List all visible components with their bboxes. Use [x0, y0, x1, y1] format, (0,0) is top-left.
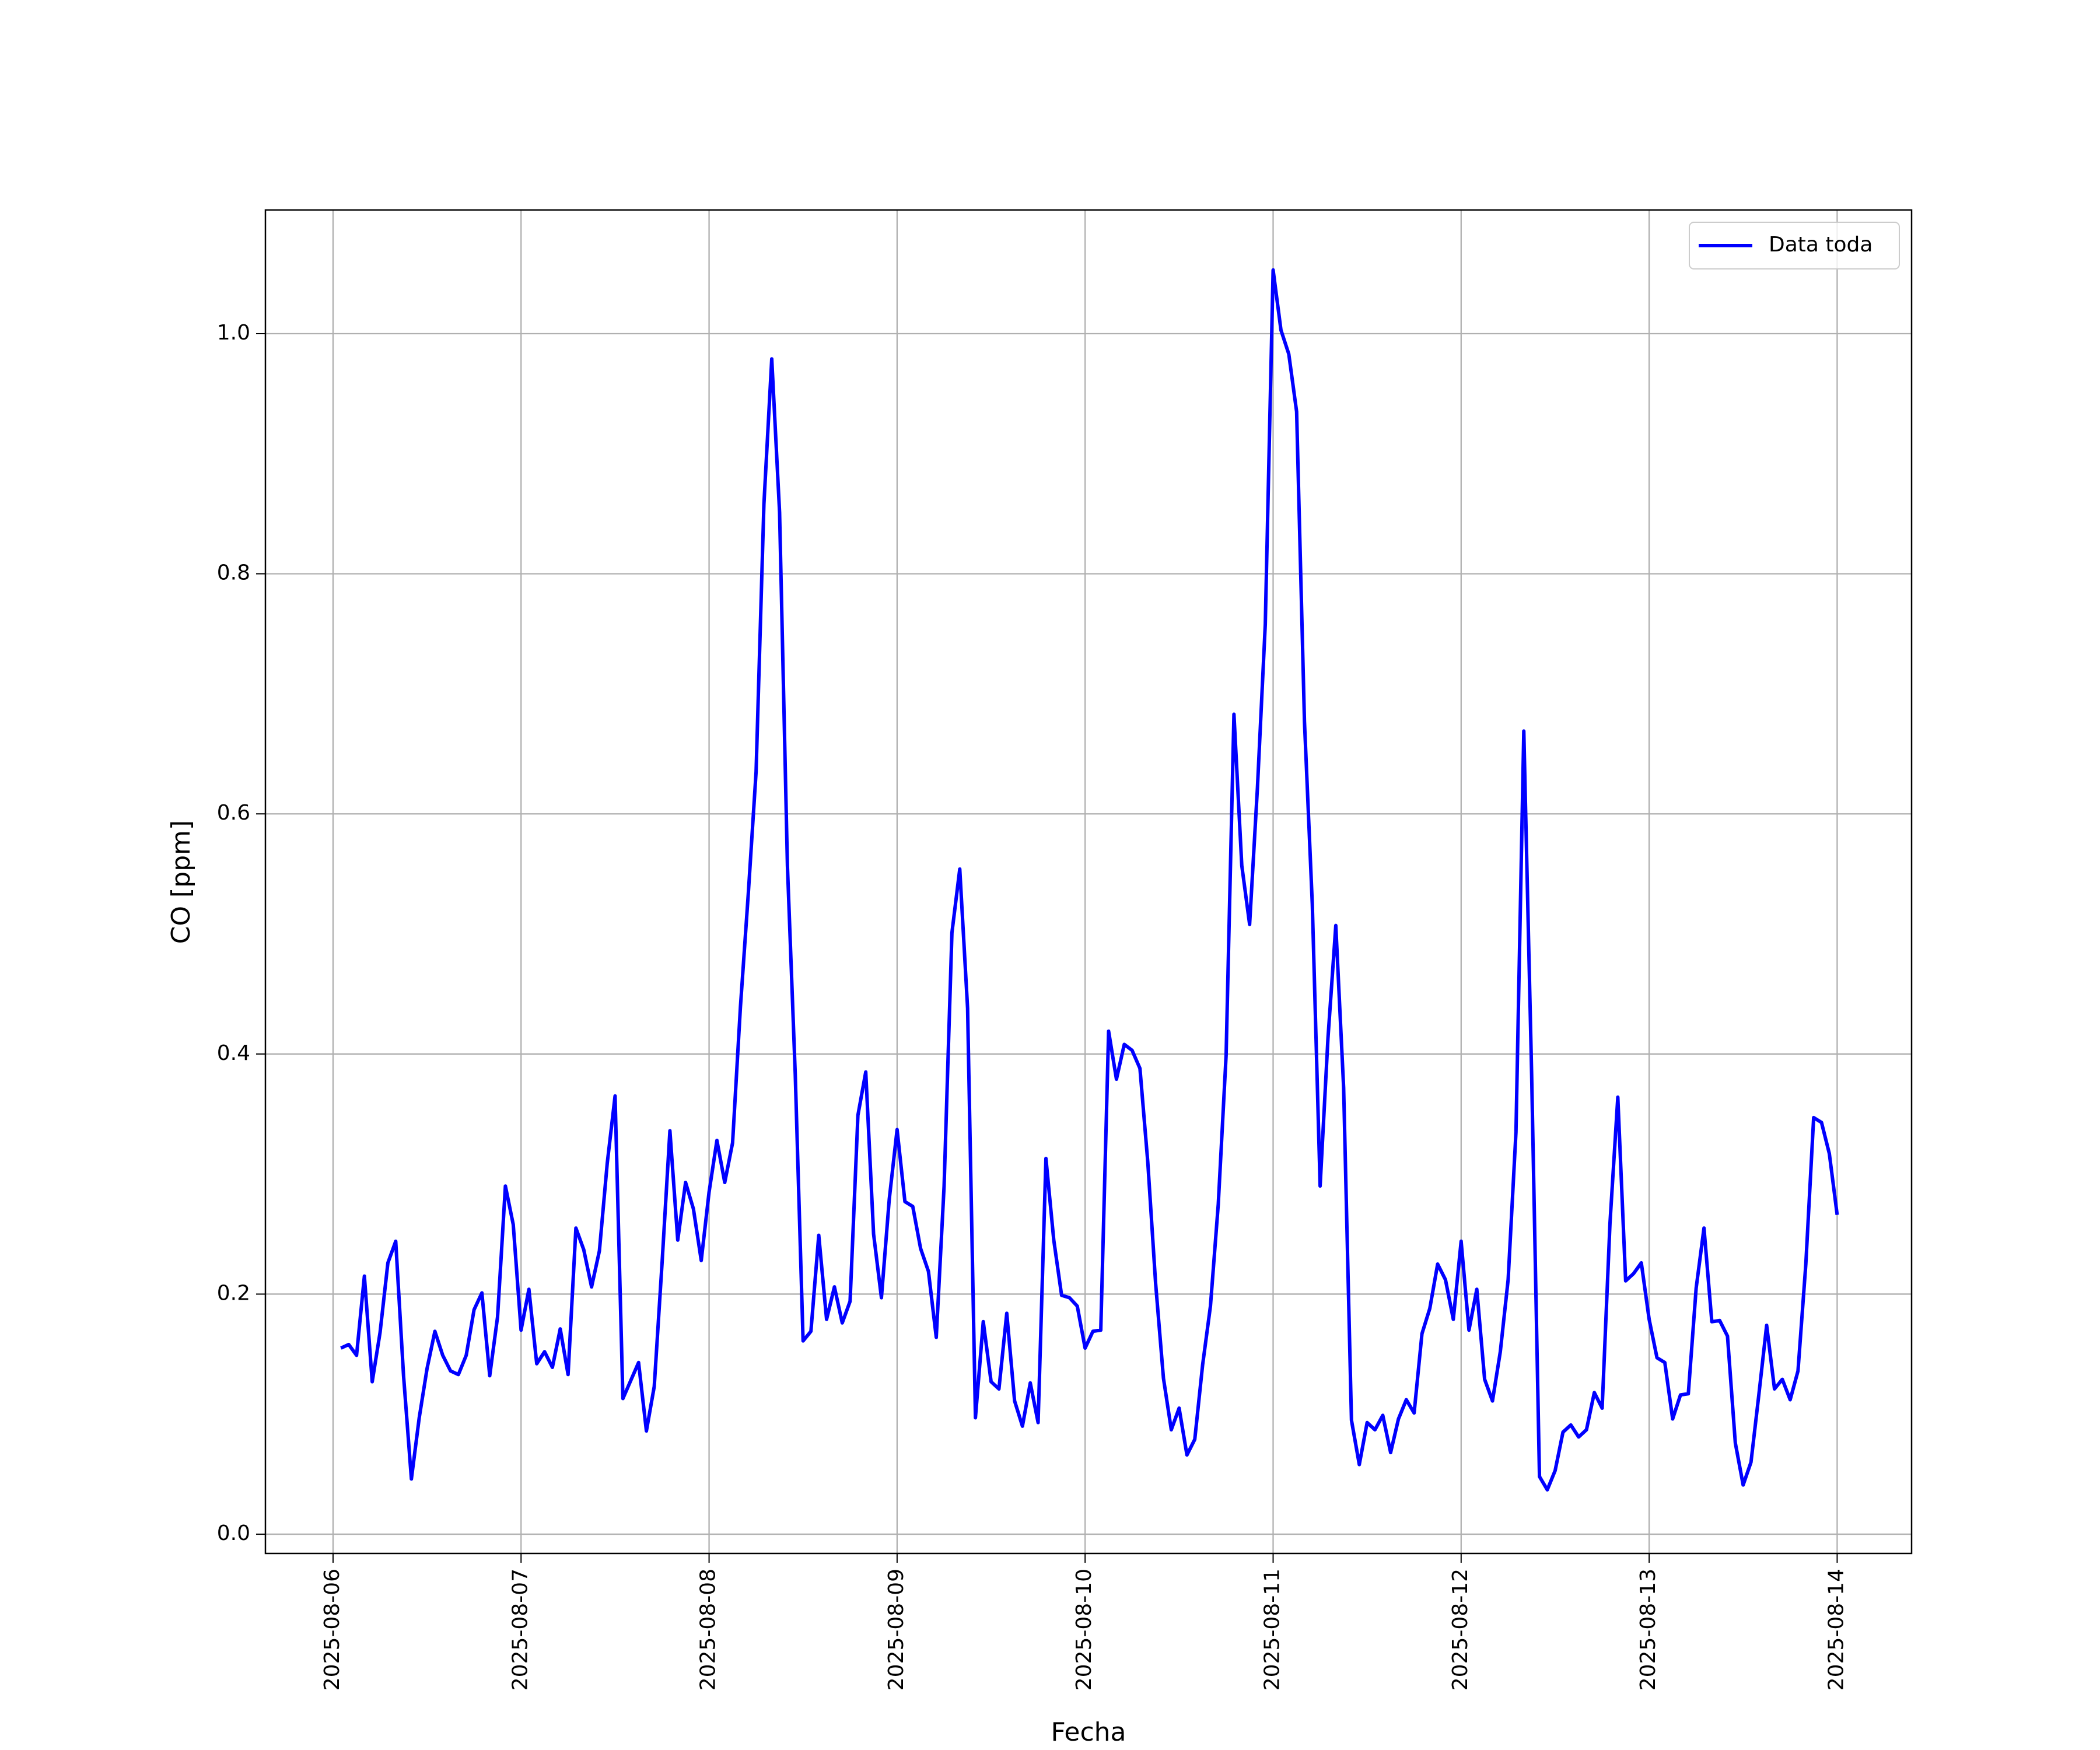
- y-tick-label: 0.4: [217, 1041, 250, 1065]
- x-tick-label: 2025-08-13: [1636, 1569, 1660, 1690]
- legend-label: Data toda: [1769, 233, 1873, 257]
- y-tick-label: 0.6: [217, 801, 250, 825]
- x-tick-label: 2025-08-14: [1824, 1569, 1848, 1690]
- x-tick-label: 2025-08-10: [1072, 1569, 1096, 1690]
- y-tick-label: 0.0: [217, 1521, 250, 1545]
- legend-box: [1689, 222, 1900, 270]
- plot-frame: [264, 209, 1913, 1555]
- y-tick-label: 0.2: [217, 1281, 250, 1305]
- x-tick-label: 2025-08-06: [320, 1569, 344, 1690]
- x-axis-label: Fecha: [1051, 1717, 1126, 1747]
- x-tick-label: 2025-08-08: [696, 1569, 720, 1690]
- x-tick-label: 2025-08-09: [884, 1569, 908, 1690]
- x-tick-label: 2025-08-12: [1448, 1569, 1472, 1690]
- x-tick-label: 2025-08-11: [1260, 1569, 1284, 1690]
- y-tick-label: 1.0: [217, 321, 250, 345]
- y-axis-label: CO [ppm]: [166, 820, 196, 944]
- x-tick-label: 2025-08-07: [508, 1569, 532, 1690]
- y-tick-label: 0.8: [217, 561, 250, 585]
- data-line: [340, 268, 1839, 1492]
